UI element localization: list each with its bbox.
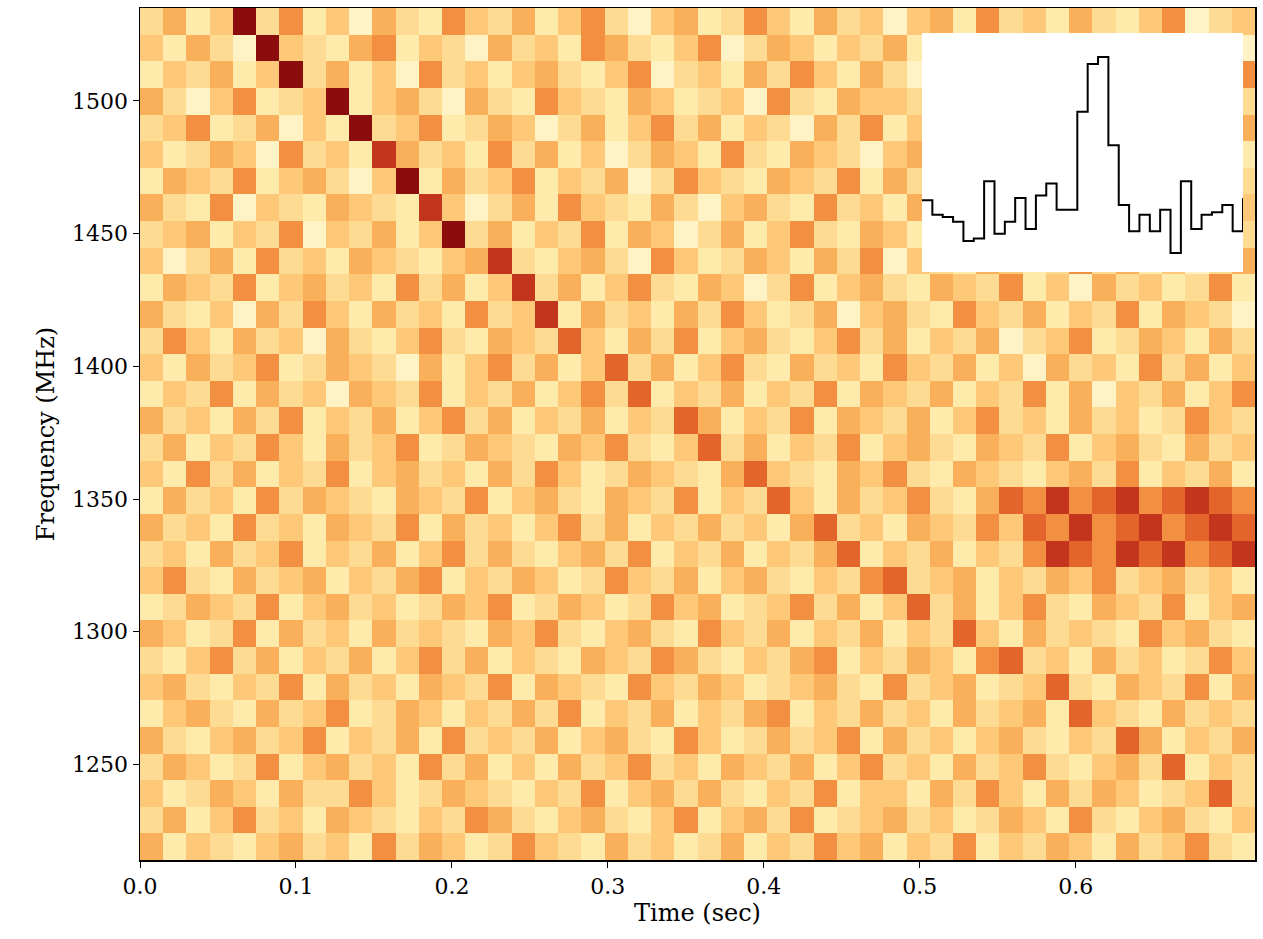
svg-text:Frequency (MHz): Frequency (MHz): [32, 327, 60, 541]
svg-text:0.4: 0.4: [746, 874, 781, 899]
svg-text:1250: 1250: [72, 752, 128, 777]
svg-text:1350: 1350: [72, 487, 128, 512]
svg-text:1400: 1400: [72, 354, 128, 379]
svg-text:0.3: 0.3: [590, 874, 625, 899]
svg-text:0.2: 0.2: [434, 874, 469, 899]
svg-text:0.0: 0.0: [123, 874, 158, 899]
svg-text:0.1: 0.1: [278, 874, 313, 899]
svg-text:1500: 1500: [72, 89, 128, 114]
svg-text:Time (sec): Time (sec): [634, 899, 761, 927]
svg-text:0.6: 0.6: [1058, 874, 1093, 899]
svg-text:1300: 1300: [72, 619, 128, 644]
svg-text:1450: 1450: [72, 221, 128, 246]
svg-text:0.5: 0.5: [902, 874, 937, 899]
